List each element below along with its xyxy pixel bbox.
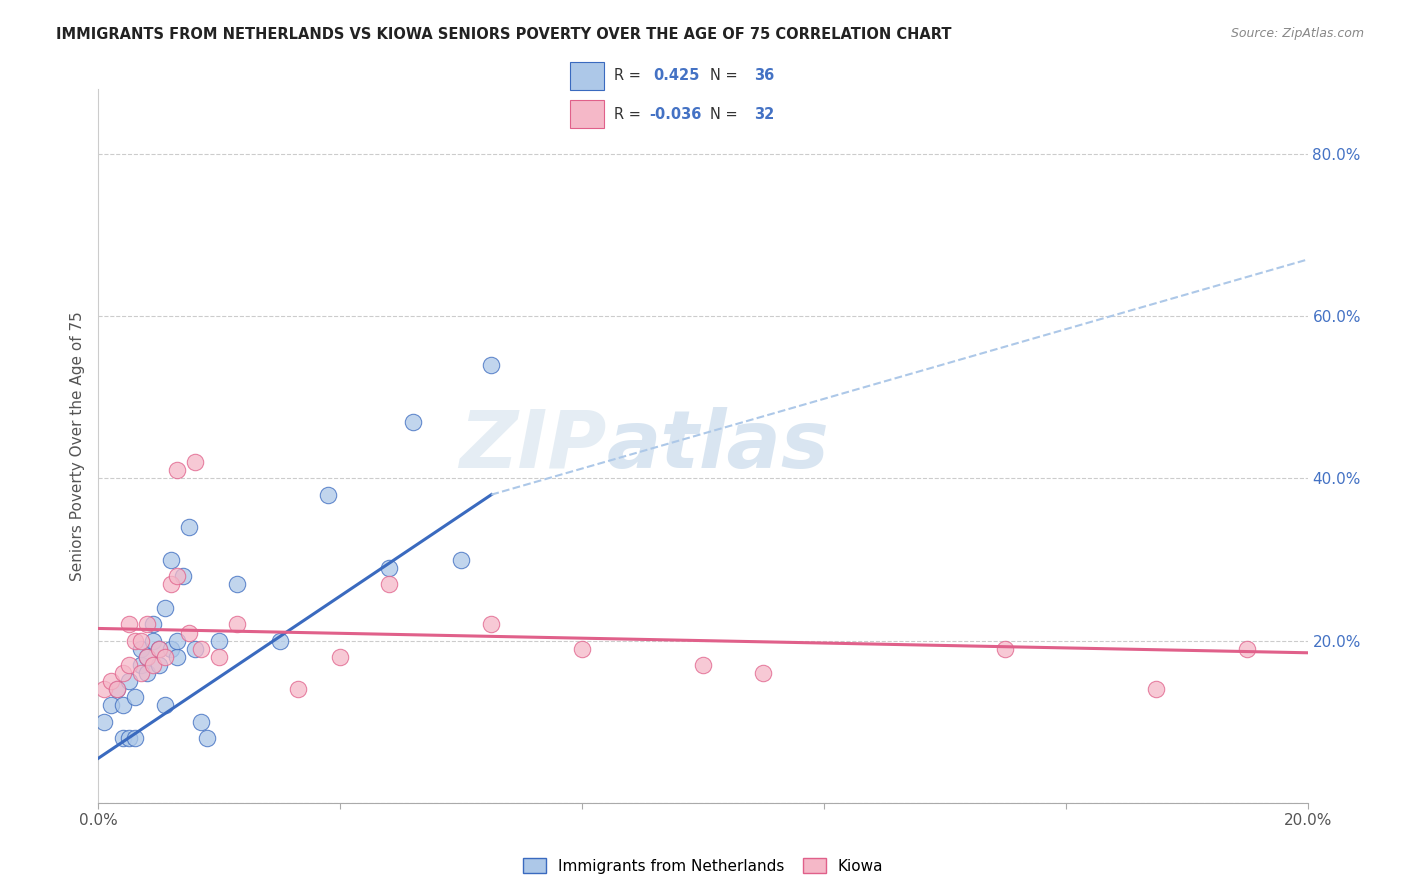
Point <box>571 641 593 656</box>
Point <box>129 657 152 672</box>
Point <box>142 617 165 632</box>
FancyBboxPatch shape <box>569 100 605 128</box>
Legend: Immigrants from Netherlands, Kiowa: Immigrants from Netherlands, Kiowa <box>516 852 890 880</box>
Point <box>1144 682 1167 697</box>
Text: R =: R = <box>614 107 645 121</box>
Point <box>190 714 212 729</box>
Point <box>752 666 775 681</box>
Point <box>166 633 188 648</box>
Point <box>160 577 183 591</box>
Point <box>118 731 141 745</box>
Point <box>208 649 231 664</box>
Point <box>111 666 134 681</box>
Point <box>402 415 425 429</box>
Text: N =: N = <box>710 107 742 121</box>
Point <box>481 617 503 632</box>
Point <box>111 731 134 745</box>
Point <box>93 714 115 729</box>
Point <box>287 682 309 697</box>
Point <box>105 682 128 697</box>
Point <box>124 690 146 705</box>
Point <box>135 649 157 664</box>
Point <box>129 666 152 681</box>
Point <box>160 641 183 656</box>
Point <box>142 633 165 648</box>
Text: IMMIGRANTS FROM NETHERLANDS VS KIOWA SENIORS POVERTY OVER THE AGE OF 75 CORRELAT: IMMIGRANTS FROM NETHERLANDS VS KIOWA SEN… <box>56 27 952 42</box>
Point <box>135 649 157 664</box>
Text: atlas: atlas <box>606 407 830 485</box>
Point <box>208 633 231 648</box>
Point <box>100 698 122 713</box>
Point <box>118 657 141 672</box>
Point <box>190 641 212 656</box>
Point <box>129 641 152 656</box>
Y-axis label: Seniors Poverty Over the Age of 75: Seniors Poverty Over the Age of 75 <box>69 311 84 581</box>
Text: -0.036: -0.036 <box>650 107 702 121</box>
Point <box>148 657 170 672</box>
Text: N =: N = <box>710 69 742 84</box>
Point <box>195 731 218 745</box>
Text: R =: R = <box>614 69 645 84</box>
Point <box>1236 641 1258 656</box>
Text: 36: 36 <box>754 69 775 84</box>
Point <box>142 657 165 672</box>
Point <box>153 698 176 713</box>
Point <box>184 455 207 469</box>
Point <box>269 633 291 648</box>
Point <box>135 617 157 632</box>
Point <box>153 649 176 664</box>
Text: 32: 32 <box>754 107 775 121</box>
Point <box>450 552 472 566</box>
Point <box>994 641 1017 656</box>
Point <box>135 666 157 681</box>
Point <box>129 633 152 648</box>
Text: ZIP: ZIP <box>458 407 606 485</box>
Point <box>179 625 201 640</box>
Point <box>377 577 399 591</box>
Text: 0.425: 0.425 <box>654 69 700 84</box>
Point <box>153 601 176 615</box>
Point <box>124 633 146 648</box>
Point <box>111 698 134 713</box>
Point <box>166 463 188 477</box>
Point <box>692 657 714 672</box>
Point <box>160 552 183 566</box>
Point <box>124 731 146 745</box>
Text: Source: ZipAtlas.com: Source: ZipAtlas.com <box>1230 27 1364 40</box>
Point <box>316 488 339 502</box>
Point <box>172 568 194 582</box>
Point <box>118 674 141 689</box>
Point <box>166 649 188 664</box>
Point <box>166 568 188 582</box>
Point <box>118 617 141 632</box>
Point <box>226 617 249 632</box>
Point <box>481 358 503 372</box>
FancyBboxPatch shape <box>569 62 605 90</box>
Point <box>148 641 170 656</box>
Point <box>148 641 170 656</box>
Point <box>226 577 249 591</box>
Point <box>377 560 399 574</box>
Point <box>93 682 115 697</box>
Point <box>184 641 207 656</box>
Point <box>329 649 352 664</box>
Point <box>179 520 201 534</box>
Point <box>105 682 128 697</box>
Point <box>100 674 122 689</box>
